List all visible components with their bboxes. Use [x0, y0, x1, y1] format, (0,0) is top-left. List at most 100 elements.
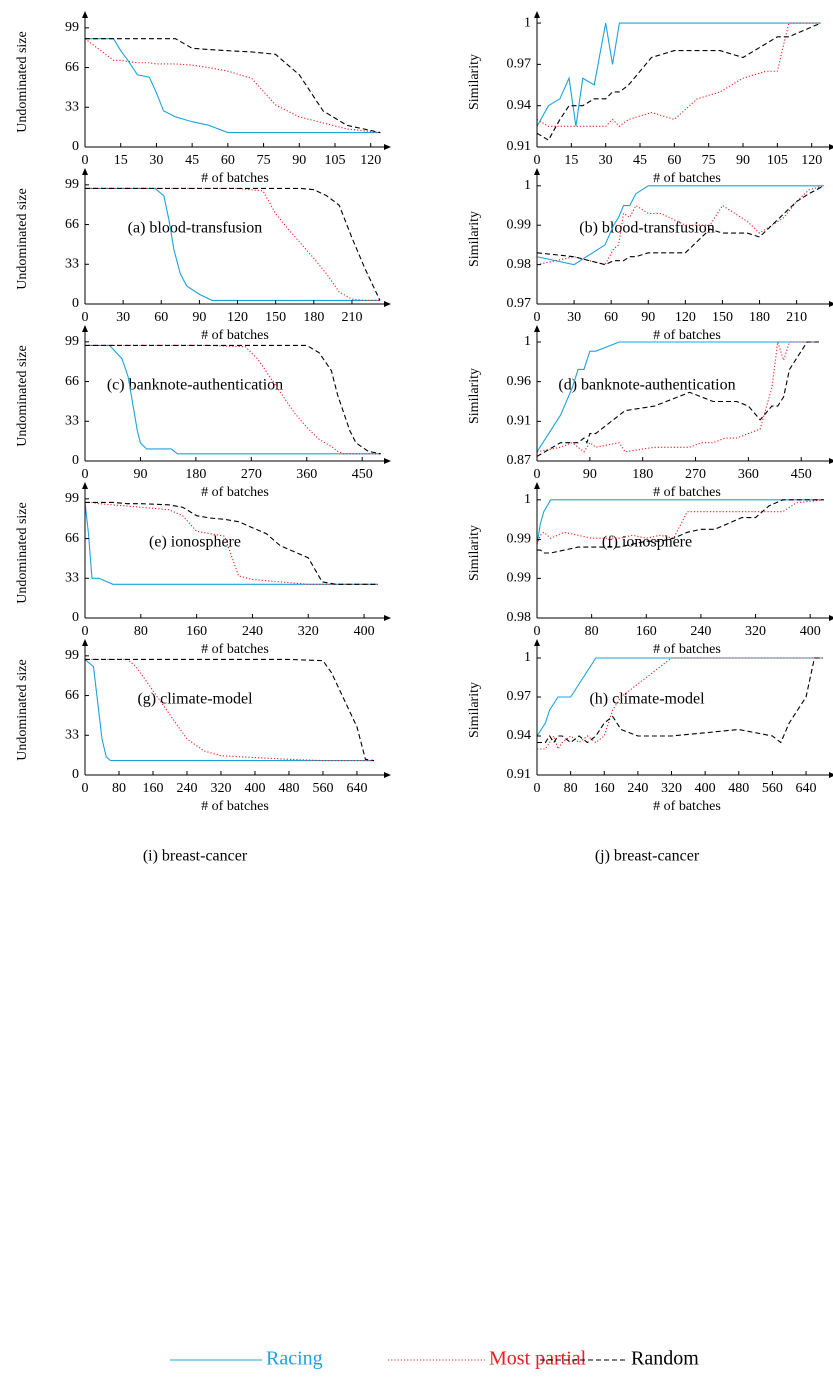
y-axis-arrow [534, 168, 540, 175]
x-tick-label: 0 [82, 781, 89, 796]
x-tick-label: 120 [675, 310, 696, 325]
y-axis-label: Undominated size [15, 502, 30, 603]
x-tick-label: 0 [82, 624, 89, 639]
x-tick-label: 30 [599, 153, 613, 168]
y-tick-label: 0 [72, 453, 79, 468]
x-axis-label: # of batches [201, 642, 269, 657]
x-tick-label: 160 [186, 624, 207, 639]
series-line [536, 22, 822, 141]
y-tick-label: 1 [524, 178, 531, 193]
x-axis-label: # of batches [201, 799, 269, 814]
y-tick-label: 33 [65, 256, 79, 271]
y-tick-label: 0.99 [507, 571, 532, 586]
caption: (i) breast-cancer [143, 848, 248, 865]
x-tick-label: 480 [278, 781, 299, 796]
x-axis-arrow [829, 615, 833, 621]
x-axis-label: # of batches [653, 328, 721, 343]
y-tick-label: 66 [65, 531, 79, 546]
x-axis-arrow [384, 458, 391, 464]
x-axis-label: # of batches [653, 642, 721, 657]
series-line [536, 22, 821, 128]
legend-label: Racing [266, 1348, 323, 1370]
y-axis-arrow [82, 325, 88, 332]
x-axis-arrow [829, 772, 833, 778]
series-line [536, 185, 825, 266]
x-tick-label: 80 [585, 624, 599, 639]
y-tick-label: 0.91 [507, 767, 532, 782]
x-tick-label: 60 [667, 153, 681, 168]
y-tick-label: 0.97 [507, 296, 532, 311]
y-axis-label: Similarity [467, 211, 482, 267]
x-tick-label: 150 [712, 310, 733, 325]
x-tick-label: 180 [749, 310, 770, 325]
y-tick-label: 0.94 [507, 98, 532, 113]
y-tick-label: 0.97 [507, 57, 532, 72]
x-tick-label: 90 [292, 153, 306, 168]
y-tick-label: 99 [65, 491, 79, 506]
caption: (b) blood-transfusion [579, 220, 715, 237]
x-tick-label: 160 [142, 781, 163, 796]
series-line [85, 501, 379, 585]
x-tick-label: 80 [112, 781, 126, 796]
x-tick-label: 150 [265, 310, 286, 325]
y-tick-label: 0 [72, 296, 79, 311]
y-tick-label: 0.99 [507, 217, 532, 232]
x-tick-label: 120 [227, 310, 248, 325]
x-tick-label: 400 [800, 624, 821, 639]
y-axis-arrow [534, 325, 540, 332]
y-tick-label: 99 [65, 334, 79, 349]
caption: (e) ionosphere [149, 534, 241, 551]
x-tick-label: 90 [192, 310, 206, 325]
x-tick-label: 400 [354, 624, 375, 639]
y-tick-label: 33 [65, 570, 79, 585]
x-axis-label: # of batches [653, 171, 721, 186]
y-axis-label: Similarity [467, 525, 482, 581]
y-axis-label: Undominated size [15, 659, 30, 760]
y-tick-label: 0.98 [507, 257, 532, 272]
x-tick-label: 30 [116, 310, 130, 325]
x-tick-label: 400 [244, 781, 265, 796]
caption: (d) banknote-authentication [558, 377, 735, 394]
x-tick-label: 0 [534, 467, 541, 482]
x-tick-label: 0 [534, 781, 541, 796]
x-tick-label: 360 [738, 467, 759, 482]
series-line [85, 187, 380, 301]
y-tick-label: 99 [65, 177, 79, 192]
y-tick-label: 0.96 [507, 374, 532, 389]
series-line [85, 38, 381, 134]
series-line [85, 187, 381, 301]
x-tick-label: 90 [133, 467, 147, 482]
series-line [85, 344, 381, 455]
y-axis-label: Undominated size [15, 188, 30, 289]
x-tick-label: 60 [221, 153, 235, 168]
y-tick-label: 0.98 [507, 610, 532, 625]
y-tick-label: 0 [72, 610, 79, 625]
x-tick-label: 45 [633, 153, 647, 168]
series-line [536, 22, 821, 127]
y-tick-label: 1 [524, 650, 531, 665]
y-tick-label: 33 [65, 727, 79, 742]
y-tick-label: 0.91 [507, 414, 532, 429]
y-axis-arrow [82, 11, 88, 18]
x-tick-label: 270 [241, 467, 262, 482]
y-tick-label: 66 [65, 688, 79, 703]
chart: 0.91 0.94 0.97 1 0 80 160 240 320 400 480 560 640 # o… [467, 639, 833, 865]
y-axis-label: Similarity [467, 682, 482, 738]
x-tick-label: 105 [325, 153, 346, 168]
x-tick-label: 400 [695, 781, 716, 796]
x-tick-label: 0 [82, 153, 89, 168]
x-tick-label: 450 [352, 467, 373, 482]
x-tick-label: 120 [360, 153, 381, 168]
y-axis-arrow [82, 482, 88, 489]
y-tick-label: 1 [524, 15, 531, 30]
x-tick-label: 560 [312, 781, 333, 796]
series-line [85, 501, 379, 585]
x-tick-label: 450 [791, 467, 812, 482]
x-tick-label: 90 [641, 310, 655, 325]
x-axis-arrow [384, 301, 391, 307]
y-axis-arrow [82, 639, 88, 646]
series-line [536, 499, 824, 545]
x-tick-label: 120 [801, 153, 822, 168]
